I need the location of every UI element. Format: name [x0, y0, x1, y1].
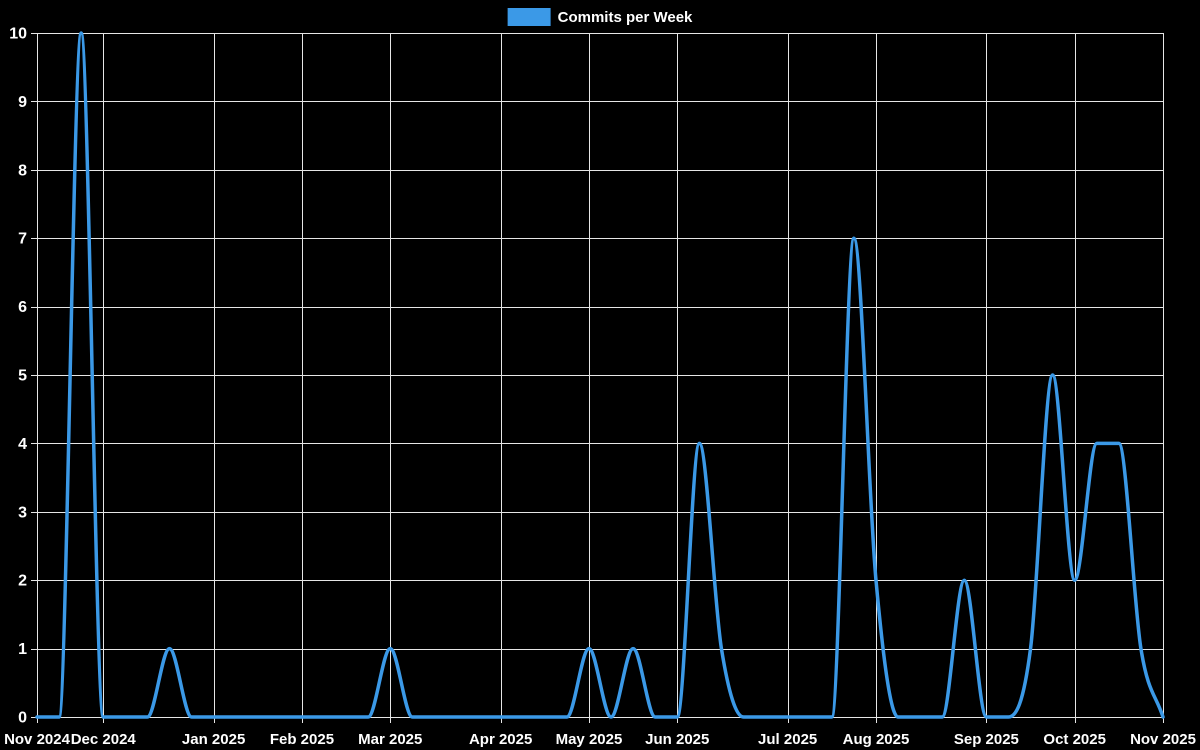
y-axis-tick-label: 7 — [18, 231, 27, 248]
chart-grid — [31, 33, 1164, 723]
x-axis-tick-label: Feb 2025 — [270, 731, 334, 748]
legend-swatch — [507, 8, 551, 26]
y-axis-tick-label: 8 — [18, 162, 27, 179]
y-axis-tick-label: 3 — [18, 504, 27, 521]
x-axis-tick-label: Oct 2025 — [1043, 731, 1106, 748]
y-axis-tick-label: 2 — [18, 573, 27, 590]
y-axis-tick-label: 1 — [18, 641, 27, 658]
legend-label: Commits per Week — [557, 8, 693, 26]
x-axis-tick-label: Jan 2025 — [182, 731, 245, 748]
x-axis-tick-label: Nov 2024 — [4, 731, 71, 748]
y-axis-tick-label: 9 — [18, 94, 27, 111]
x-axis-tick-label: Nov 2025 — [1130, 731, 1196, 748]
x-axis-tick-label: Mar 2025 — [358, 731, 422, 748]
y-axis-tick-label: 5 — [18, 368, 27, 385]
y-axis-tick-label: 6 — [18, 299, 27, 316]
y-axis-tick-label: 4 — [18, 436, 27, 453]
commits-line-series — [35, 31, 1165, 719]
chart-legend[interactable]: Commits per Week — [507, 8, 693, 26]
x-axis-tick-label: Apr 2025 — [469, 731, 532, 748]
x-axis-tick-label: Dec 2024 — [71, 731, 137, 748]
x-axis-tick-label: May 2025 — [556, 731, 623, 748]
x-axis-tick-label: Jun 2025 — [645, 731, 709, 748]
x-axis-tick-label: Aug 2025 — [843, 731, 910, 748]
y-axis-tick-label: 10 — [9, 26, 27, 43]
y-axis-tick-label: 0 — [18, 710, 27, 727]
axis-labels: 0 1 2 3 4 5 6 7 8 9 10 Nov 2024 Dec 2024 Jan 2025 Feb … — [4, 26, 1196, 749]
x-axis-tick-label: Sep 2025 — [954, 731, 1019, 748]
x-axis-tick-label: Jul 2025 — [758, 731, 817, 748]
